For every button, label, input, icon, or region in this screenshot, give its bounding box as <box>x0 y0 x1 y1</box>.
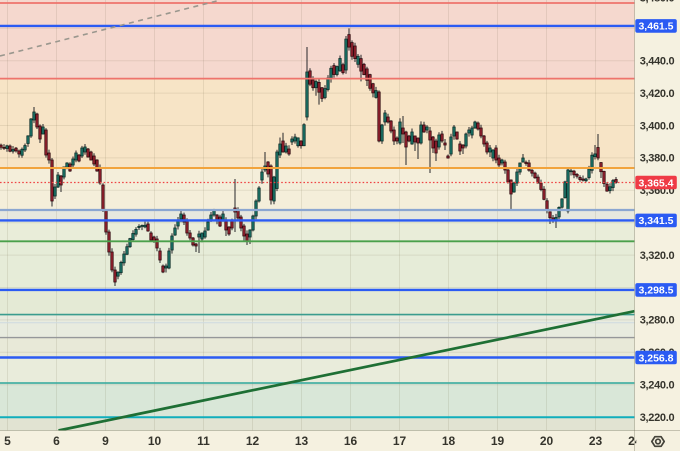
svg-text:3,440.0: 3,440.0 <box>640 56 675 68</box>
svg-text:13: 13 <box>295 434 309 448</box>
svg-text:3,341.5: 3,341.5 <box>638 215 673 227</box>
svg-text:9: 9 <box>102 434 109 448</box>
svg-text:16: 16 <box>344 434 358 448</box>
svg-text:3,240.0: 3,240.0 <box>640 380 675 392</box>
svg-text:3,298.5: 3,298.5 <box>638 285 673 297</box>
svg-text:18: 18 <box>442 434 456 448</box>
svg-text:17: 17 <box>393 434 407 448</box>
svg-text:10: 10 <box>148 434 162 448</box>
svg-text:24: 24 <box>628 434 642 448</box>
svg-text:19: 19 <box>491 434 505 448</box>
svg-text:3,256.8: 3,256.8 <box>638 352 673 364</box>
svg-text:23: 23 <box>589 434 603 448</box>
svg-text:6: 6 <box>53 434 60 448</box>
svg-text:12: 12 <box>246 434 260 448</box>
svg-text:3,320.0: 3,320.0 <box>640 250 675 262</box>
svg-text:3,280.0: 3,280.0 <box>640 315 675 327</box>
svg-text:3,220.0: 3,220.0 <box>640 412 675 424</box>
svg-text:3,420.0: 3,420.0 <box>640 88 675 100</box>
svg-text:3,480.0: 3,480.0 <box>640 0 675 4</box>
svg-text:11: 11 <box>197 434 210 448</box>
svg-text:5: 5 <box>4 434 11 448</box>
svg-text:3,461.5: 3,461.5 <box>638 21 673 33</box>
svg-text:3,400.0: 3,400.0 <box>640 120 675 132</box>
svg-text:3,365.4: 3,365.4 <box>638 177 673 189</box>
svg-text:3,380.0: 3,380.0 <box>640 153 675 165</box>
svg-text:20: 20 <box>540 434 554 448</box>
